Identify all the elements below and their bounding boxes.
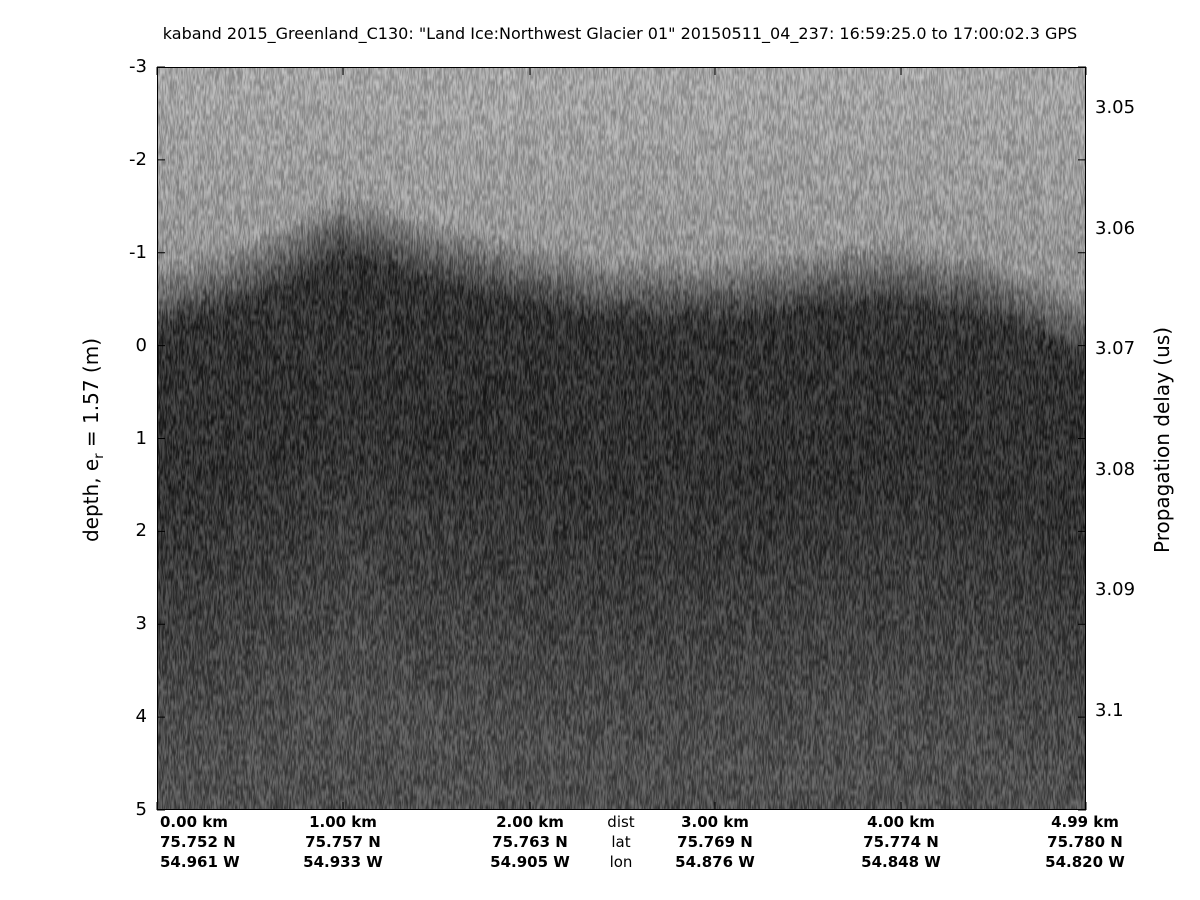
right-tick-label: 3.1 (1095, 699, 1124, 721)
x-dist-label: 4.00 km (867, 813, 935, 831)
y-tick-label: 0 (135, 334, 147, 356)
x-lon-label: 54.905 W (490, 853, 570, 871)
chart-title: kaband 2015_Greenland_C130: "Land Ice:No… (162, 24, 1078, 43)
y-tick-label: -2 (129, 148, 147, 170)
y-tick-label: 5 (135, 799, 147, 820)
y-tick-label: 2 (135, 520, 147, 542)
x-row-name: lon (609, 853, 633, 871)
x-lat-label: 75.757 N (305, 833, 381, 851)
y-axis-label-left-text: depth, e (79, 458, 103, 543)
x-dist-label: 2.00 km (496, 813, 564, 831)
y-axis-label-left: depth, er = 1.57 (m) (79, 338, 107, 542)
x-row-name: dist (607, 813, 635, 831)
x-lat-label: 75.763 N (492, 833, 568, 851)
x-lon-label: 54.820 W (1045, 853, 1125, 871)
right-tick-label: 3.05 (1095, 97, 1136, 118)
echogram-image (157, 67, 1086, 810)
x-dist-label: 4.99 km (1051, 813, 1119, 831)
x-lon-label: 54.876 W (675, 853, 755, 871)
x-lat-label: 75.780 N (1047, 833, 1123, 851)
right-tick-label: 3.07 (1095, 338, 1136, 359)
y-axis-label-left-subscript: r (92, 453, 107, 459)
y-tick-label: 3 (135, 613, 147, 635)
right-tick-label: 3.09 (1095, 579, 1136, 600)
x-lon-label: 54.933 W (303, 853, 383, 871)
x-row-name: lat (611, 833, 631, 851)
x-dist-label: 1.00 km (309, 813, 377, 831)
x-lon-label: 54.848 W (861, 853, 941, 871)
x-lat-label: 75.774 N (863, 833, 939, 851)
right-tick-label: 3.06 (1095, 217, 1136, 239)
y-tick-label: -1 (129, 241, 147, 263)
x-lon-label: 54.961 W (160, 853, 240, 871)
y-tick-label: 4 (135, 706, 147, 728)
y-axis-label-right: Propagation delay (us) (1150, 326, 1174, 554)
y-tick-label: -3 (129, 56, 147, 77)
x-lat-label: 75.769 N (677, 833, 753, 851)
x-lat-label: 75.752 N (160, 833, 236, 851)
x-dist-label: 0.00 km (160, 813, 228, 831)
y-tick-label: 1 (135, 427, 147, 449)
x-dist-label: 3.00 km (681, 813, 749, 831)
y-axis-label-left-rest: = 1.57 (m) (79, 337, 103, 454)
right-tick-label: 3.08 (1095, 458, 1136, 480)
